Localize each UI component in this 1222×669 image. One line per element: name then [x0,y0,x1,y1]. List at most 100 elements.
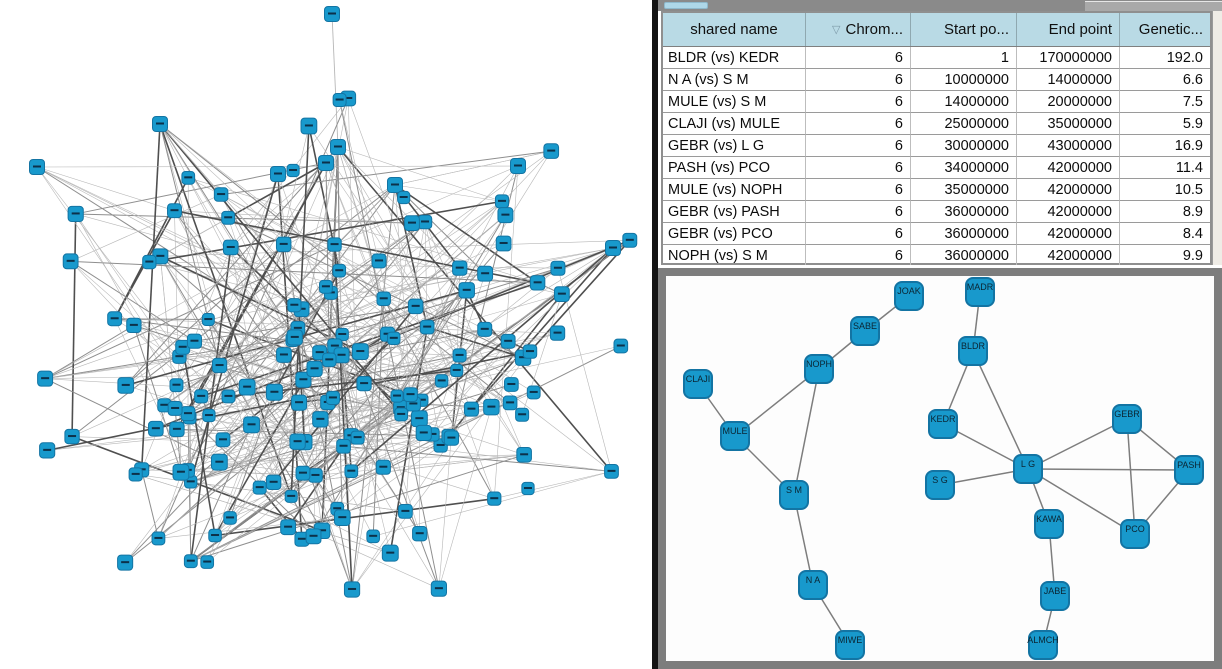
network-node-madr[interactable]: MADR [965,277,995,307]
network-edge[interactable] [158,517,343,539]
network-edge[interactable] [208,247,614,320]
network-edge[interactable] [190,247,232,562]
network-edge[interactable] [188,177,509,342]
network-edge[interactable] [200,282,538,398]
network-node[interactable] [463,401,479,417]
panel-divider[interactable] [652,0,658,669]
network-edge[interactable] [337,146,340,271]
network-edge[interactable] [302,243,504,474]
network-node[interactable] [270,166,286,182]
network-edge[interactable] [187,173,279,471]
network-edge[interactable] [75,213,413,224]
network-node[interactable] [351,343,369,361]
network-node[interactable] [477,265,494,282]
network-node[interactable] [318,155,334,171]
network-edge[interactable] [45,378,275,393]
network-edge[interactable] [220,194,523,416]
network-node[interactable] [295,465,311,481]
network-node[interactable] [394,407,409,422]
network-edge[interactable] [308,125,460,356]
network-edge[interactable] [424,221,428,328]
network-node[interactable] [497,207,514,224]
network-node[interactable] [327,237,342,252]
network-node-almch[interactable]: ALMCH [1027,630,1059,660]
network-edge[interactable] [187,173,279,414]
network-node[interactable] [319,279,333,294]
network-node[interactable] [286,163,300,178]
network-node-jabe[interactable]: JABE [1040,581,1070,611]
network-edge[interactable] [424,221,525,455]
network-edge[interactable] [972,350,1029,470]
network-node-claji[interactable]: CLAJI [683,369,713,399]
network-node[interactable] [450,363,464,377]
network-node[interactable] [213,187,229,202]
table-row[interactable]: N A (vs) S M 6 10000000 14000000 6.6 [663,69,1210,91]
network-node[interactable] [180,406,196,422]
network-edge[interactable] [1027,418,1128,470]
network-node[interactable] [324,6,340,22]
network-node[interactable] [289,433,306,450]
network-edge[interactable] [337,146,395,339]
network-edge[interactable] [494,471,612,499]
network-node[interactable] [521,481,535,496]
network-edge[interactable] [159,123,402,415]
network-node-noph[interactable]: NOPH [804,354,834,384]
network-node[interactable] [371,253,387,269]
network-edge[interactable] [36,166,511,404]
network-edge[interactable] [350,247,614,472]
network-edge[interactable] [160,240,630,257]
network-node-mule[interactable]: MULE [720,421,750,451]
network-edge[interactable] [135,474,391,554]
network-edge[interactable] [190,436,450,562]
network-node[interactable] [500,333,516,349]
network-edge[interactable] [114,318,189,471]
network-node[interactable] [312,411,329,428]
network-node[interactable] [39,442,56,459]
network-edge[interactable] [44,184,396,379]
network-node[interactable] [117,554,134,571]
network-edge[interactable] [113,177,189,320]
network-edge[interactable] [187,177,344,447]
network-edge[interactable] [273,98,349,483]
network-node[interactable] [148,420,164,437]
network-edge[interactable] [176,384,384,468]
table-row[interactable]: GEBR (vs) L G 6 30000000 43000000 16.9 [663,135,1210,157]
network-node[interactable] [375,459,391,475]
network-node[interactable] [238,378,256,396]
network-node[interactable] [376,291,391,307]
network-node[interactable] [208,528,222,543]
network-node[interactable] [502,395,518,411]
network-node[interactable] [332,93,347,108]
network-edge[interactable] [441,247,614,382]
network-edge[interactable] [320,357,524,420]
network-node[interactable] [605,240,621,256]
network-node[interactable] [412,526,428,542]
network-edge[interactable] [294,337,442,382]
network-node-s-g[interactable]: S G [925,470,955,500]
network-node[interactable] [183,554,198,569]
network-node[interactable] [221,210,236,225]
network-node[interactable] [350,430,365,445]
network-node[interactable] [287,298,302,313]
network-edge[interactable] [181,347,216,536]
column-header-shared-name[interactable]: shared name [663,13,806,46]
network-node[interactable] [333,347,350,364]
network-node[interactable] [494,194,510,209]
network-edge[interactable] [396,293,563,397]
table-row[interactable]: MULE (vs) S M 6 14000000 20000000 7.5 [663,91,1210,113]
network-edge[interactable] [214,497,495,537]
network-node[interactable] [452,260,468,276]
network-node[interactable] [415,424,432,442]
network-edge[interactable] [325,162,423,401]
filter-icon[interactable]: ▽ [832,24,841,36]
network-node[interactable] [403,387,418,402]
network-node[interactable] [280,519,297,536]
network-node[interactable] [387,177,403,193]
network-node[interactable] [549,325,566,341]
network-node[interactable] [215,432,231,448]
network-node[interactable] [434,374,449,388]
network-edge[interactable] [36,166,302,310]
network-node[interactable] [410,410,428,428]
network-node[interactable] [397,190,411,205]
network-node[interactable] [398,504,413,519]
